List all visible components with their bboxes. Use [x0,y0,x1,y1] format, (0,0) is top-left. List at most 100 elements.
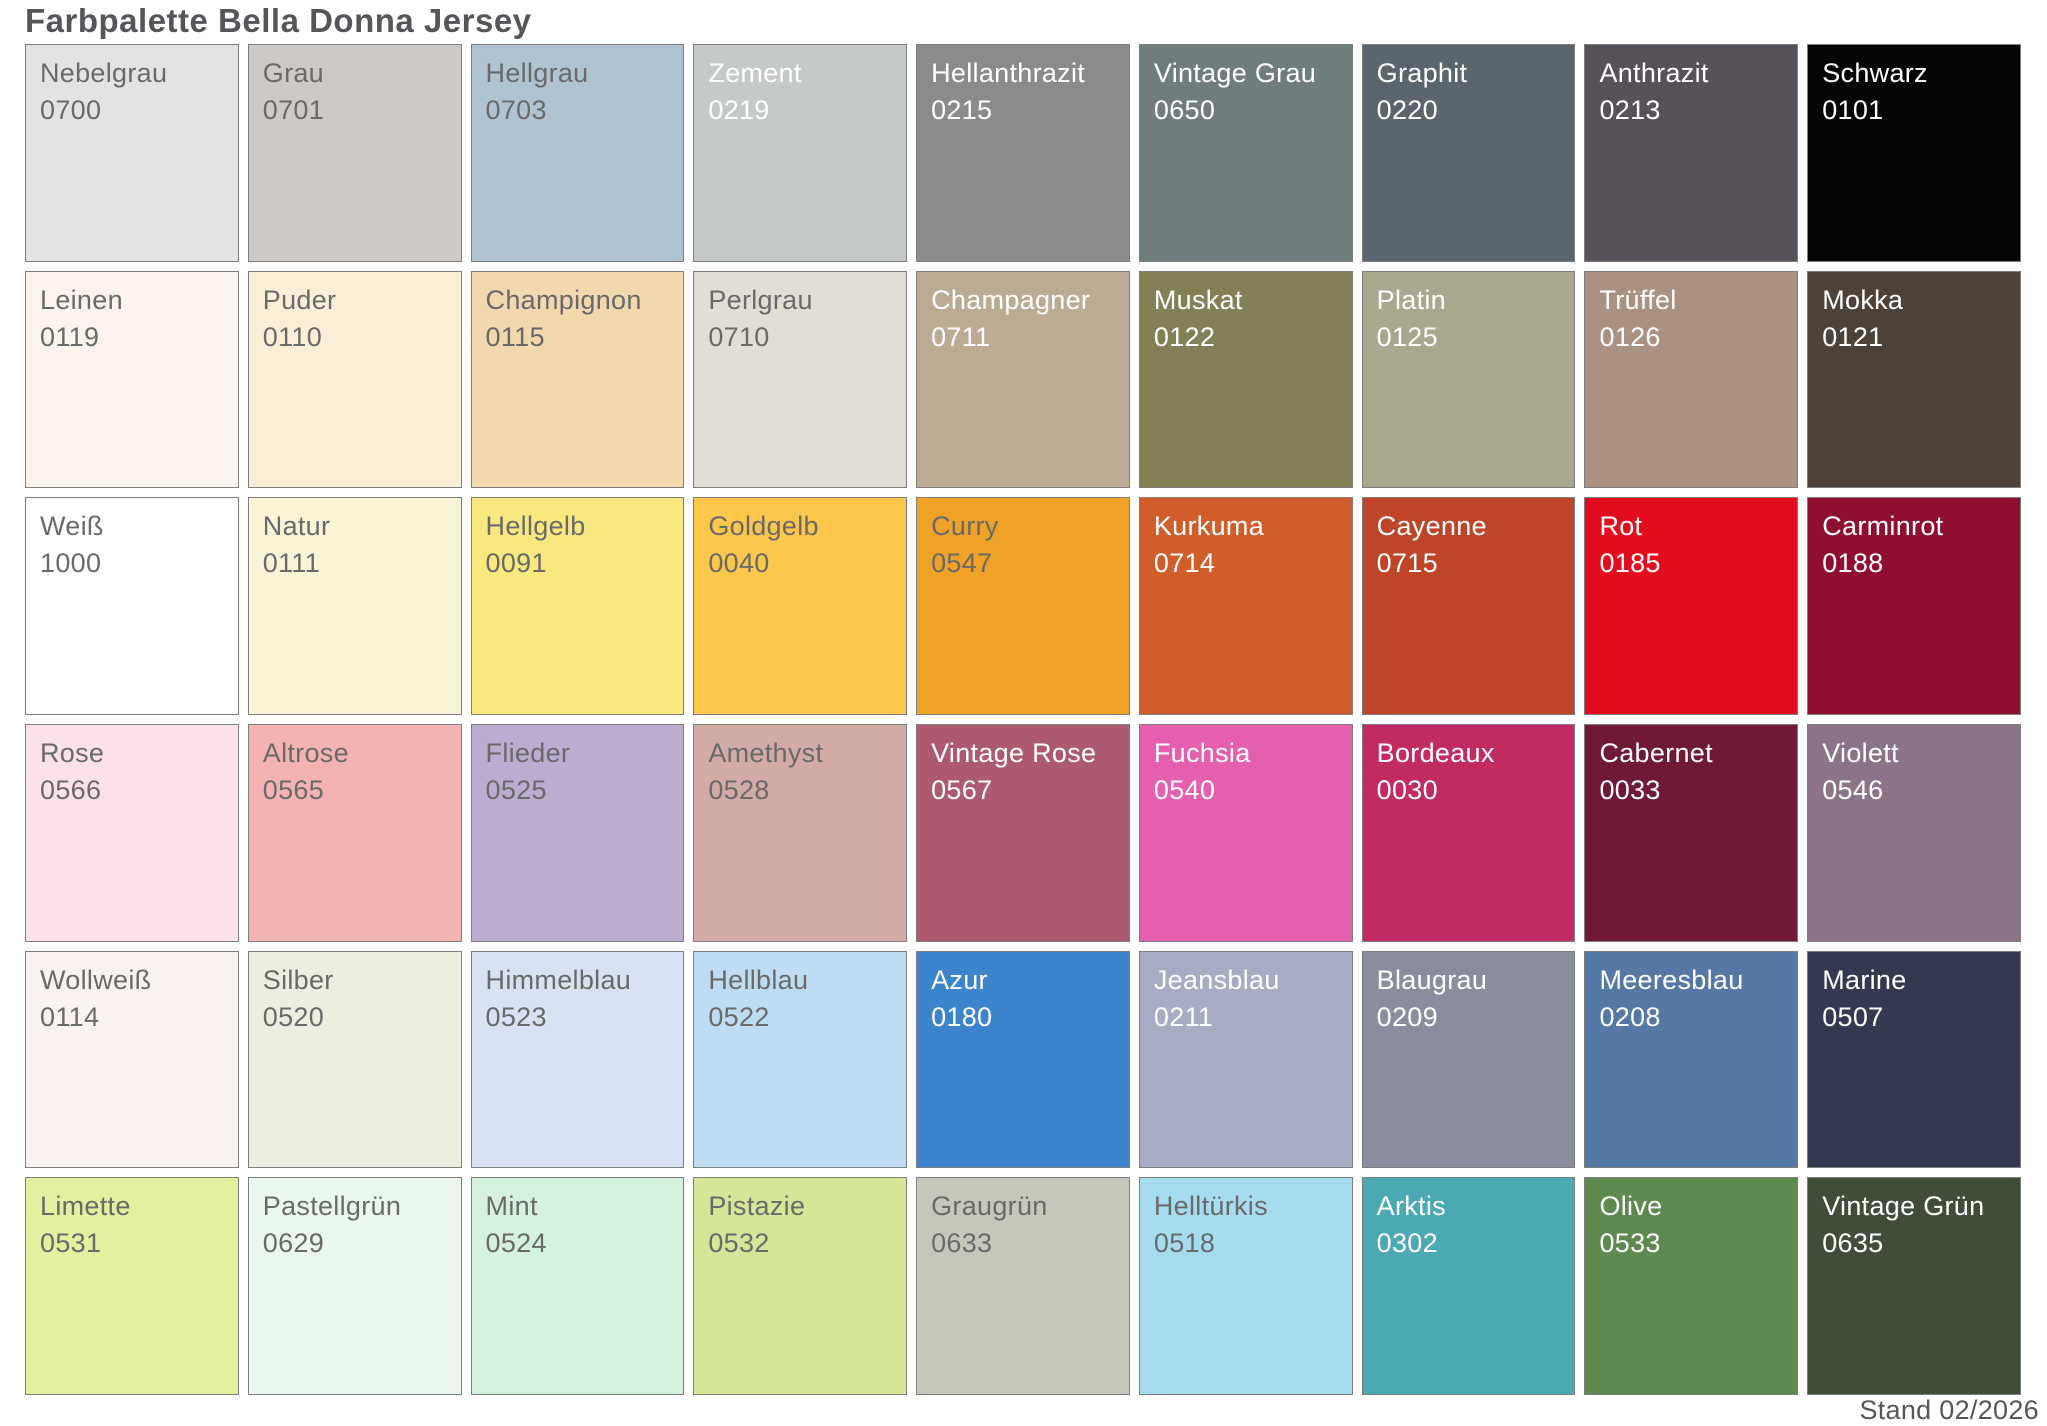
swatch-code: 0710 [708,321,770,352]
swatch-code: 0714 [1153,548,1216,579]
swatch-name: Vintage Rose [931,738,1097,768]
swatch-code: 0532 [708,1228,770,1259]
swatch-name: Silber [262,964,334,995]
swatch-code: 0700 [40,95,102,125]
swatch-code: 0111 [262,548,321,579]
swatch-name: Marine [1822,964,1907,995]
swatch-code: 0110 [262,321,323,352]
swatch-code: 0629 [262,1228,325,1259]
color-swatch-0714: Kurkuma 0714 [1138,497,1353,715]
swatch-name: Curry [931,511,999,542]
color-swatch-0208: Meeresblau 0208 [1584,950,1799,1169]
swatch-code: 0208 [1599,1001,1661,1032]
swatch-code: 0101 [1822,95,1884,125]
color-swatch-0700: Nebelgrau 0700 [25,44,239,262]
color-swatch-0650: Vintage Grau 0650 [1138,44,1353,262]
color-swatch-0524: Mint 0524 [470,1177,685,1395]
color-swatch-0629: Pastellgrün 0629 [247,1177,462,1395]
swatch-code: 0220 [1376,95,1438,125]
color-swatch-0185: Rot 0185 [1584,497,1799,715]
swatch-code: 0121 [1822,321,1884,352]
swatch-code: 0520 [262,1001,325,1032]
swatch-name: Mokka [1822,284,1904,315]
color-swatch-0528: Amethyst 0528 [693,724,908,942]
swatch-code: 0033 [1599,775,1661,805]
color-swatch-0522: Hellblau 0522 [693,950,908,1169]
swatch-name: Puder [262,284,337,315]
swatch-code: 1000 [40,548,102,579]
swatch-code: 0715 [1376,548,1438,579]
swatch-name: Rot [1599,511,1643,542]
swatch-name: Violett [1822,738,1899,768]
version-date-label: Stand 02/2026 [1859,1395,2039,1425]
swatch-name: Flieder [485,738,571,768]
color-swatch-0115: Champignon 0115 [470,270,685,489]
swatch-name: Jeansblau [1153,964,1280,995]
color-swatch-0110: Puder 0110 [247,270,462,489]
swatch-code: 0701 [262,95,325,125]
swatch-code: 0635 [1822,1228,1884,1259]
swatch-name: Graugrün [931,1191,1048,1222]
swatch-name: Wollweiß [40,964,152,995]
swatch-code: 0188 [1822,548,1884,579]
swatch-name: Cabernet [1599,738,1713,768]
color-swatch-0701: Grau 0701 [247,44,462,262]
color-swatch-0633: Graugrün 0633 [916,1177,1130,1395]
swatch-name: Hellanthrazit [931,58,1086,88]
swatch-code: 0524 [485,1228,547,1259]
color-swatch-0525: Flieder 0525 [470,724,685,942]
swatch-code: 0540 [1153,775,1216,805]
swatch-code: 0126 [1599,321,1661,352]
swatch-name: Champagner [931,284,1091,315]
color-swatch-0101: Schwarz 0101 [1807,44,2021,262]
swatch-code: 0180 [931,1001,993,1032]
color-swatch-0520: Silber 0520 [247,950,462,1169]
swatch-name: Meeresblau [1599,964,1744,995]
swatch-code: 0522 [708,1001,770,1032]
color-swatch-0040: Goldgelb 0040 [693,497,908,715]
swatch-name: Graphit [1376,58,1468,88]
swatch-code: 0215 [931,95,993,125]
swatch-name: Schwarz [1822,58,1928,88]
color-swatch-0533: Olive 0533 [1584,1177,1799,1395]
color-swatch-0209: Blaugrau 0209 [1361,950,1576,1169]
swatch-name: Azur [931,964,988,995]
swatch-name: Vintage Grün [1822,1191,1985,1222]
swatch-name: Goldgelb [708,511,819,542]
swatch-name: Hellblau [708,964,809,995]
color-swatch-0518: Helltürkis 0518 [1138,1177,1353,1395]
color-swatch-0030: Bordeaux 0030 [1361,724,1576,942]
color-swatch-0033: Cabernet 0033 [1584,724,1799,942]
color-swatch-0121: Mokka 0121 [1807,270,2021,489]
swatch-code: 0566 [40,775,102,805]
swatch-name: Altrose [262,738,349,768]
swatch-code: 0114 [40,1001,100,1032]
swatch-code: 0219 [708,95,770,125]
swatch-name: Kurkuma [1153,511,1265,542]
swatch-name: Grau [262,58,324,88]
swatch-name: Vintage Grau [1153,58,1317,88]
swatch-code: 0546 [1822,775,1884,805]
swatch-code: 0525 [485,775,547,805]
swatch-name: Mint [485,1191,538,1222]
swatch-code: 0119 [40,321,100,352]
swatch-name: Trüffel [1599,284,1677,315]
color-swatch-0302: Arktis 0302 [1361,1177,1576,1395]
swatch-name: Nebelgrau [40,58,168,88]
swatch-name: Himmelblau [485,964,632,995]
swatch-name: Limette [40,1191,131,1222]
color-swatch-0546: Violett 0546 [1807,724,2021,942]
color-swatch-0213: Anthrazit 0213 [1584,44,1799,262]
swatch-name: Weiß [40,511,104,542]
color-swatch-0119: Leinen 0119 [25,270,239,489]
swatch-code: 0091 [485,548,547,579]
swatch-code: 0030 [1376,775,1438,805]
swatch-code: 0518 [1153,1228,1216,1259]
color-swatch-grid: Nebelgrau 0700 Grau 0701 Hellgrau 0703 Zement 0… [25,44,2021,1395]
swatch-name: Hellgelb [485,511,586,542]
swatch-code: 0507 [1822,1001,1884,1032]
swatch-code: 0125 [1376,321,1438,352]
swatch-code: 0567 [931,775,993,805]
swatch-code: 0302 [1376,1228,1438,1259]
swatch-name: Pastellgrün [262,1191,402,1222]
